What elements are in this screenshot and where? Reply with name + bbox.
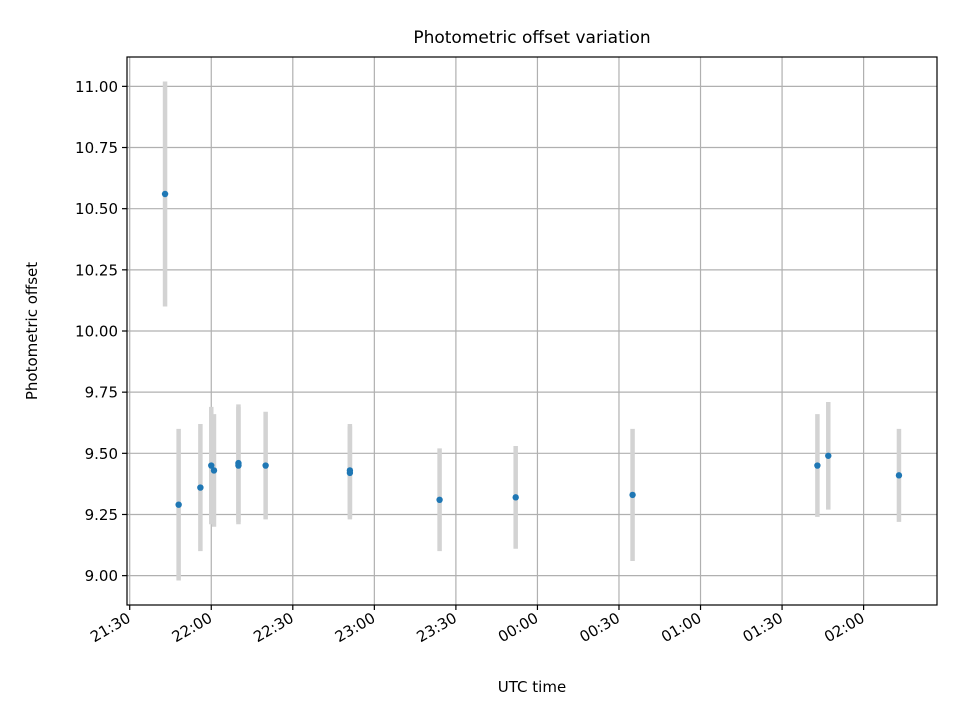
data-point: [895, 472, 903, 479]
y-tick-label: 9.75: [85, 384, 118, 402]
chart-title: Photometric offset variation: [413, 28, 650, 48]
data-point: [161, 190, 169, 198]
data-point: [629, 491, 636, 499]
data-point: [262, 462, 269, 469]
data-point: [436, 496, 443, 504]
y-tick-label: 10.50: [75, 200, 118, 218]
y-tick-label: 10.00: [75, 323, 118, 341]
data-point: [197, 484, 204, 491]
y-tick-label: 9.00: [85, 567, 118, 585]
data-point: [235, 462, 242, 469]
y-tick-label: 11.00: [75, 78, 118, 96]
data-point: [175, 501, 182, 508]
data-point: [814, 462, 821, 469]
data-point: [210, 467, 218, 474]
y-tick-label: 9.25: [85, 506, 118, 524]
y-tick-label: 10.75: [75, 139, 118, 157]
data-points: [161, 190, 903, 508]
data-point: [208, 462, 215, 469]
y-tick-label: 10.25: [75, 261, 118, 279]
y-axis-label: Photometric offset: [23, 262, 41, 400]
data-point: [346, 467, 354, 474]
data-point: [825, 452, 832, 459]
grid-lines: [127, 57, 937, 605]
x-axis-label: UTC time: [498, 678, 566, 696]
y-tick-label: 9.50: [85, 445, 118, 463]
data-point: [512, 494, 519, 501]
